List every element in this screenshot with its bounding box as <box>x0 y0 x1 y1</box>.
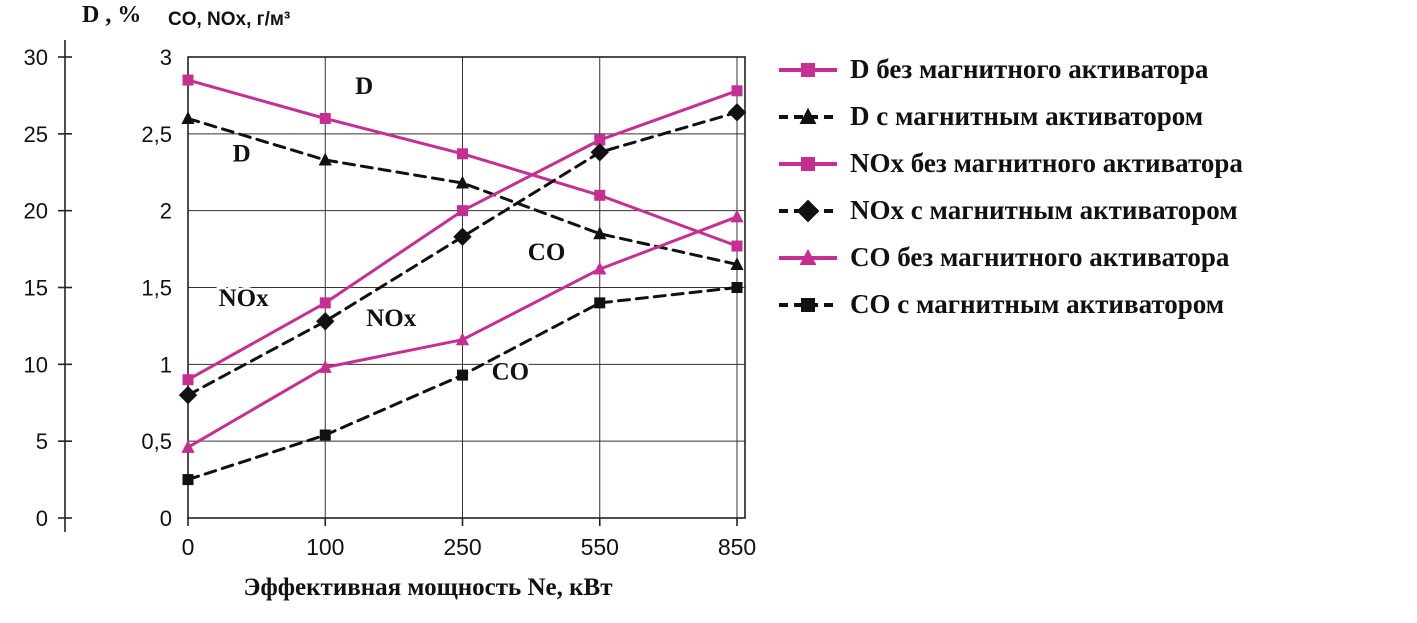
series-line <box>186 117 739 266</box>
legend-marker-square <box>801 62 815 77</box>
legend-item: NOx с магнитным активатором <box>778 187 1243 234</box>
x-axis-tick-label: 250 <box>443 534 481 560</box>
plot-annotation: D <box>355 73 373 100</box>
data-point-marker <box>590 143 609 162</box>
d-axis-tick-label: 20 <box>24 199 48 224</box>
legend-line-sample <box>779 199 837 222</box>
data-point-marker <box>181 111 195 124</box>
x-axis-tick-label: 550 <box>581 534 619 560</box>
legend-item: NOx без магнитного активатора <box>778 140 1243 187</box>
legend-marker-square <box>801 297 815 312</box>
data-point-marker <box>182 74 194 86</box>
legend-label: NOx без магнитного активатора <box>850 148 1243 178</box>
d-axis-tick-label: 25 <box>24 122 48 147</box>
inner-axis-tick-label: 3 <box>160 45 172 70</box>
data-point-marker <box>457 148 468 160</box>
data-point-marker <box>594 134 606 146</box>
data-point-marker <box>178 385 198 405</box>
data-point-marker <box>181 440 195 453</box>
data-point-marker <box>453 227 472 246</box>
plot-annotation: NOx <box>219 285 270 312</box>
data-point-marker <box>457 369 468 381</box>
legend-label: D с магнитным активатором <box>850 101 1204 131</box>
data-point-marker <box>182 374 194 386</box>
x-axis-tick-label: 100 <box>306 534 344 560</box>
data-point-marker <box>182 474 194 486</box>
data-point-marker <box>455 332 470 346</box>
data-point-marker <box>319 429 331 441</box>
d-axis-tick-label: 10 <box>24 352 48 377</box>
data-point-marker <box>727 103 747 122</box>
data-point-marker <box>455 175 470 189</box>
legend-item: CO с магнитным активатором <box>778 281 1243 328</box>
legend-label: D без магнитного активатора <box>850 54 1209 84</box>
d-axis-tick-label: 0 <box>36 506 48 531</box>
legend: D без магнитного активатора D с магнитным… <box>778 46 1243 328</box>
d-axis-tick-label: 15 <box>24 276 48 301</box>
legend-label: NOx с магнитным активатором <box>850 195 1238 225</box>
legend-label: CO с магнитным активатором <box>850 289 1225 319</box>
legend-line-sample <box>779 248 837 265</box>
legend-label: CO без магнитного активатора <box>850 242 1230 272</box>
inner-axis-tick-label: 1 <box>160 352 172 377</box>
legend-item: CO без магнитного активатора <box>778 234 1243 281</box>
chart: D , % CO, NOx, г/м³ 0 5 10 15 20 25 30 0 0,5 1 1,5… <box>24 2 757 601</box>
left-axis-title: D , % <box>82 2 142 28</box>
legend-item: D без магнитного активатора <box>778 46 1243 93</box>
plot-border <box>187 56 746 519</box>
data-point-marker <box>731 282 743 293</box>
plot-annotation: CO <box>528 239 566 266</box>
data-point-marker <box>593 226 607 240</box>
legend-marker-square <box>801 156 815 171</box>
x-axis-title: Эффективная мощность Ne, кВт <box>243 574 613 601</box>
inner-axis-tick-label: 0 <box>160 506 172 531</box>
inner-axis-tick-label: 0,5 <box>141 429 172 454</box>
plot-annotation: CO <box>492 359 529 386</box>
plot-annotation: NOx <box>366 305 417 332</box>
inner-axis-title: CO, NOx, г/м³ <box>168 9 291 30</box>
legend-marker-triangle <box>799 107 817 124</box>
data-point-marker <box>730 257 744 270</box>
legend-line-sample <box>779 156 837 171</box>
legend-marker-triangle <box>799 248 817 265</box>
data-point-marker <box>593 261 607 275</box>
legend-line-sample <box>779 297 837 312</box>
legend-line-sample <box>779 107 837 124</box>
d-axis-tick-label: 30 <box>24 45 48 70</box>
inner-axis-tick-label: 2,5 <box>141 122 172 147</box>
data-point-marker <box>318 152 332 166</box>
x-axis-tick-label: 850 <box>718 534 756 560</box>
data-point-marker <box>594 297 606 309</box>
legend-item: D с магнитным активатором <box>778 93 1243 140</box>
data-point-marker <box>319 297 331 309</box>
data-point-marker <box>318 360 332 373</box>
legend-line-sample <box>779 62 837 77</box>
data-point-marker <box>316 312 335 331</box>
d-axis-tick-label: 5 <box>36 429 48 454</box>
data-point-marker <box>731 85 743 97</box>
data-point-marker <box>457 205 468 217</box>
plot-annotation: D <box>233 141 251 168</box>
data-point-marker <box>731 240 743 252</box>
data-point-marker <box>594 189 606 201</box>
data-point-marker <box>319 112 331 124</box>
inner-axis-tick-label: 1,5 <box>141 276 172 301</box>
legend-marker-diamond <box>796 199 820 222</box>
inner-axis-tick-label: 2 <box>160 199 172 224</box>
data-point-marker <box>730 209 744 223</box>
x-axis-tick-label: 0 <box>182 534 195 560</box>
